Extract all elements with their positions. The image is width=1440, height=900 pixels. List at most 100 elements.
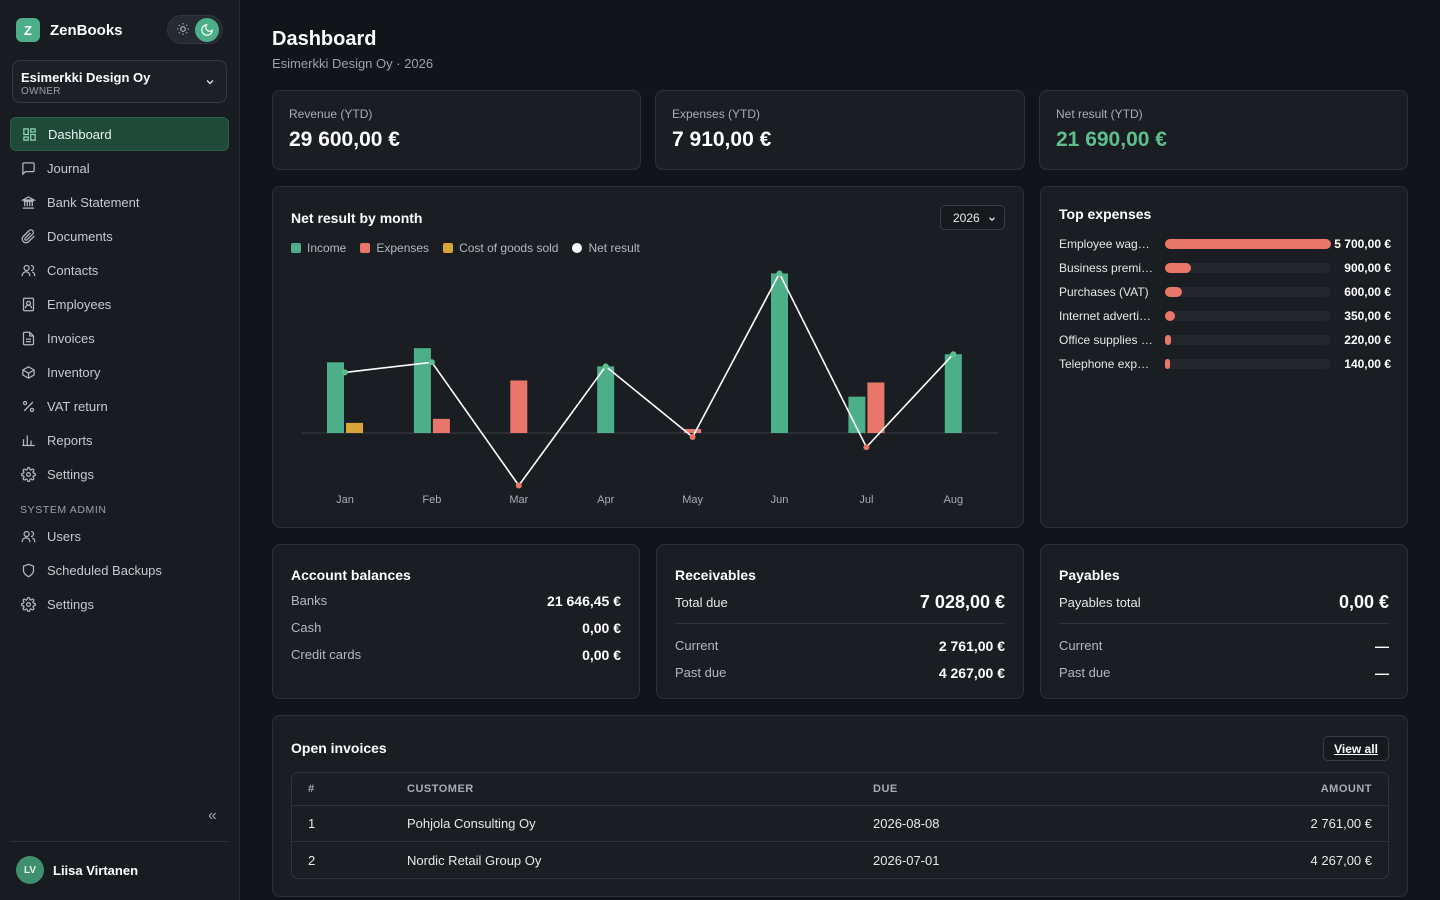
- bar-income-aug: [944, 354, 962, 433]
- expense-name: Office supplies …: [1059, 333, 1153, 347]
- table-row[interactable]: 1 Pohjola Consulting Oy 2026-08-08 2 761…: [292, 806, 1388, 842]
- top-expense-row[interactable]: Office supplies … 220,00 €: [1059, 328, 1391, 352]
- brand-logo: Z: [16, 18, 40, 42]
- legend-label: Cost of goods sold: [459, 241, 559, 255]
- balance-row-credit-cards: Credit cards 0,00 €: [291, 647, 621, 663]
- receivables-total-row: Total due 7 028,00 €: [675, 592, 1005, 612]
- top-expense-row[interactable]: Business premi… 900,00 €: [1059, 256, 1391, 280]
- payables-current-label: Current: [1059, 638, 1103, 653]
- sidebar-item-employees[interactable]: Employees: [10, 287, 229, 321]
- paperclip-icon: [21, 228, 35, 243]
- user-menu[interactable]: LV Liisa Virtanen: [16, 856, 138, 884]
- payables-current-value: —: [1375, 638, 1389, 654]
- column-header-amount[interactable]: AMOUNT: [1157, 773, 1388, 806]
- net-result-point-apr: [602, 363, 609, 370]
- sidebar-item-label: Scheduled Backups: [47, 562, 162, 578]
- top-expense-row[interactable]: Internet adverti… 350,00 €: [1059, 304, 1391, 328]
- expense-bar: [1165, 311, 1176, 321]
- bar-income-jan: [327, 362, 344, 433]
- collapse-sidebar-button[interactable]: «: [208, 807, 217, 824]
- sidebar-item-label: Inventory: [47, 364, 101, 380]
- year-select[interactable]: 2026: [940, 205, 1005, 230]
- organization-select[interactable]: Esimerkki Design Oy OWNER: [12, 60, 227, 103]
- sidebar-item-label: Employees: [47, 296, 112, 312]
- sidebar-item-label: Journal: [47, 160, 90, 176]
- payables-title: Payables: [1059, 567, 1120, 583]
- sidebar-item-label: Settings: [47, 596, 94, 612]
- receivables-total-label: Total due: [675, 594, 728, 610]
- payables-total-value: 0,00 €: [1338, 591, 1389, 612]
- sidebar-item-vat-return[interactable]: VAT return: [10, 389, 229, 423]
- bar-chart-icon: [22, 435, 35, 446]
- legend-item-income[interactable]: Income: [291, 241, 346, 255]
- sidebar-item-invoices[interactable]: Invoices: [10, 321, 229, 355]
- sidebar-item-documents[interactable]: Documents: [10, 219, 229, 253]
- chart-legend: Income Expenses Cost of goods sold Net r…: [291, 241, 640, 255]
- sidebar-item-users[interactable]: Users: [10, 519, 229, 553]
- payables-total-row: Payables total 0,00 €: [1059, 592, 1389, 612]
- balance-value: 0,00 €: [582, 647, 621, 663]
- expense-value: 140,00 €: [1344, 357, 1391, 371]
- bar-income-jul: [848, 396, 866, 433]
- top-expenses-list: Employee wag… 5 700,00 € Business premi……: [1059, 232, 1391, 376]
- x-tick-label: Apr: [597, 494, 614, 506]
- sidebar-item-bank-statement[interactable]: Bank Statement: [10, 185, 229, 219]
- invoice-customer: Nordic Retail Group Oy: [407, 852, 542, 868]
- divider: [675, 623, 1005, 624]
- brand[interactable]: Z ZenBooks: [16, 18, 123, 42]
- sidebar-item-journal[interactable]: Journal: [10, 151, 229, 185]
- contact-card-icon: [22, 297, 35, 311]
- legend-swatch: [572, 243, 583, 253]
- bar-expenses-feb: [432, 418, 450, 433]
- column-header-customer[interactable]: CUSTOMER: [391, 773, 857, 806]
- sidebar-item-contacts[interactable]: Contacts: [10, 253, 229, 287]
- legend-item-net-result[interactable]: Net result: [572, 241, 640, 255]
- theme-toggle[interactable]: [167, 15, 223, 44]
- moon-icon[interactable]: [195, 18, 219, 42]
- top-expense-row[interactable]: Employee wag… 5 700,00 €: [1059, 232, 1391, 256]
- net-result-point-jan: [342, 369, 348, 376]
- table-row[interactable]: 2 Nordic Retail Group Oy 2026-07-01 4 26…: [292, 842, 1388, 878]
- sidebar-item-scheduled-backups[interactable]: Scheduled Backups: [10, 553, 229, 587]
- column-header-number[interactable]: #: [292, 773, 391, 806]
- expense-value: 5 700,00 €: [1334, 237, 1391, 251]
- legend-item-expenses[interactable]: Expenses: [360, 241, 429, 255]
- expense-bar-track: [1165, 311, 1331, 321]
- sun-icon[interactable]: [176, 22, 190, 36]
- bar-income-feb: [413, 348, 431, 433]
- sidebar-item-label: Reports: [47, 432, 93, 448]
- sidebar: Z ZenBooks Esimerkki Design Oy OWNER Das…: [0, 0, 240, 900]
- kpi-net-result-card: Net result (YTD) 21 690,00 €: [1039, 90, 1408, 170]
- top-expense-row[interactable]: Telephone exp… 140,00 €: [1059, 352, 1391, 376]
- expense-bar: [1165, 335, 1172, 345]
- balance-label: Banks: [291, 593, 328, 608]
- x-tick-label: Jul: [859, 494, 873, 506]
- legend-label: Expenses: [376, 241, 430, 255]
- kpi-label: Net result (YTD): [1056, 107, 1143, 121]
- invoice-due: 2026-08-08: [857, 806, 1157, 842]
- invoice-amount: 4 267,00 €: [1310, 852, 1372, 868]
- shield-icon: [22, 563, 35, 577]
- x-tick-label: Jun: [771, 494, 789, 506]
- top-expense-row[interactable]: Purchases (VAT) 600,00 €: [1059, 280, 1391, 304]
- sidebar-item-admin-settings[interactable]: Settings: [10, 587, 229, 621]
- bar-income-jun: [771, 273, 788, 433]
- bar-expenses-jul: [867, 382, 885, 433]
- sidebar-item-dashboard[interactable]: Dashboard: [10, 117, 229, 151]
- gear-icon: [21, 596, 36, 612]
- net-result-point-jul: [863, 444, 870, 451]
- legend-item-cogs[interactable]: Cost of goods sold: [443, 241, 558, 255]
- sidebar-item-inventory[interactable]: Inventory: [10, 355, 229, 389]
- view-all-invoices-link[interactable]: View all: [1323, 736, 1389, 761]
- sidebar-item-settings[interactable]: Settings: [10, 457, 229, 491]
- expense-bar: [1165, 239, 1331, 249]
- balance-label: Cash: [291, 620, 322, 635]
- expense-name: Telephone exp…: [1059, 357, 1150, 371]
- bar-cost-of-goods-sold-jan: [346, 422, 363, 433]
- receivables-current-label: Current: [675, 638, 719, 653]
- open-invoices-title: Open invoices: [291, 740, 387, 756]
- receivables-title: Receivables: [675, 567, 756, 583]
- sidebar-item-reports[interactable]: Reports: [10, 423, 229, 457]
- kpi-value: 29 600,00 €: [289, 128, 400, 151]
- column-header-due[interactable]: DUE: [857, 773, 1157, 806]
